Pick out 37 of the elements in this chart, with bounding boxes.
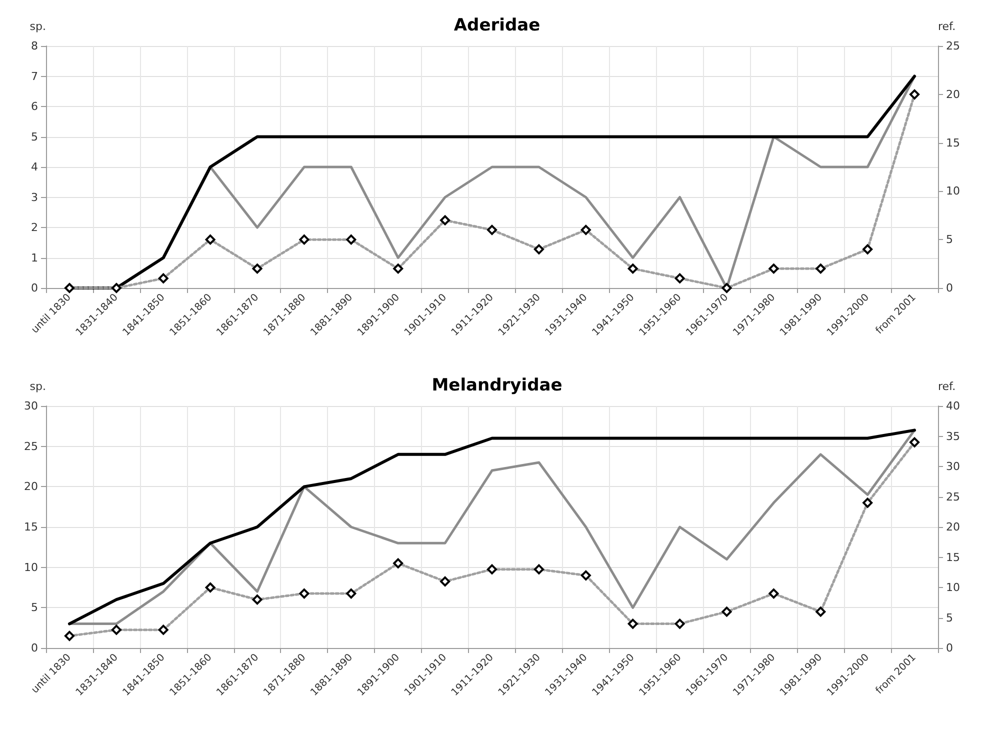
y-tick-label: 0 — [31, 282, 38, 294]
y-tick-label: 2 — [31, 221, 38, 234]
y2-tick-label: 20 — [946, 520, 960, 534]
y2-tick-label: 35 — [946, 430, 960, 443]
chart-title: Melandryidae — [432, 376, 562, 396]
y-tick-label: 20 — [24, 480, 38, 494]
y2-tick-label: 10 — [946, 184, 960, 198]
y-tick-label: 0 — [31, 642, 38, 654]
y-tick-label: 5 — [31, 601, 38, 614]
chart-title: Aderidae — [454, 16, 540, 36]
y2-tick-label: 10 — [946, 581, 960, 594]
y-tick-label: 10 — [24, 560, 38, 574]
y2-tick-label: 0 — [946, 642, 953, 654]
y-tick-label: 7 — [31, 70, 38, 83]
y2-tick-label: 25 — [946, 490, 960, 504]
y2-tick-label: 5 — [946, 233, 953, 246]
y-tick-label: 1 — [31, 251, 38, 264]
y-axis-title: sp. — [30, 20, 46, 33]
y2-axis-title: ref. — [938, 20, 956, 33]
y-tick-label: 3 — [31, 190, 38, 204]
y2-tick-label: 0 — [946, 282, 953, 294]
y2-axis-title: ref. — [938, 380, 956, 393]
y2-tick-label: 25 — [946, 40, 960, 52]
y-tick-label: 15 — [24, 520, 38, 534]
y2-tick-label: 20 — [946, 88, 960, 101]
y-tick-label: 25 — [24, 440, 38, 453]
y2-tick-label: 15 — [946, 550, 960, 564]
y-tick-label: 6 — [31, 100, 38, 113]
y-tick-label: 4 — [31, 160, 38, 174]
y2-tick-label: 15 — [946, 136, 960, 150]
y-tick-label: 8 — [31, 40, 38, 52]
y-tick-label: 30 — [24, 400, 38, 412]
y2-tick-label: 40 — [946, 400, 960, 412]
y-axis-title: sp. — [30, 380, 46, 393]
y2-tick-label: 30 — [946, 460, 960, 473]
y2-tick-label: 5 — [946, 611, 953, 624]
y-tick-label: 5 — [31, 130, 38, 144]
